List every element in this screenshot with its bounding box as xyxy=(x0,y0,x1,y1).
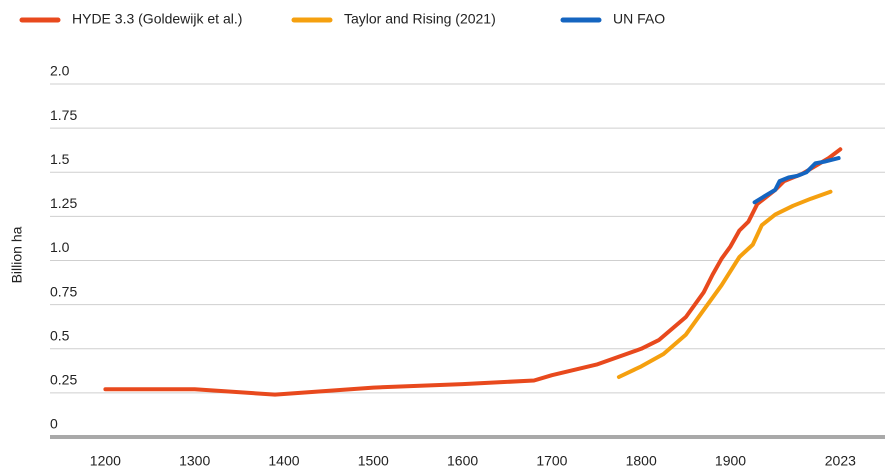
x-tick-label: 2023 xyxy=(825,453,856,469)
x-tick-label: 1300 xyxy=(179,453,210,469)
y-tick-label: 1.75 xyxy=(50,107,77,123)
y-tick-label: 1.5 xyxy=(50,151,70,167)
x-tick-label: 1700 xyxy=(536,453,567,469)
y-tick-label: 0.5 xyxy=(50,327,70,343)
x-tick-label: 1500 xyxy=(358,453,389,469)
series-line xyxy=(616,189,833,379)
x-tick-label: 1800 xyxy=(626,453,657,469)
x-tick-label: 1400 xyxy=(268,453,299,469)
x-tick-label: 1600 xyxy=(447,453,478,469)
legend-label: HYDE 3.3 (Goldewijk et al.) xyxy=(72,11,242,27)
x-tick-label: 1900 xyxy=(715,453,746,469)
y-tick-label: 1.25 xyxy=(50,195,77,211)
series-line xyxy=(752,156,841,205)
y-tick-label: 2.0 xyxy=(50,63,70,79)
y-tick-label: 0.25 xyxy=(50,372,77,388)
y-tick-label: 0.75 xyxy=(50,283,77,299)
y-tick-label: 1.0 xyxy=(50,239,70,255)
legend-label: UN FAO xyxy=(613,11,665,27)
x-tick-label: 1200 xyxy=(90,453,121,469)
legend-label: Taylor and Rising (2021) xyxy=(344,11,496,27)
y-axis-label: Billion ha xyxy=(9,226,25,283)
y-tick-label: 0 xyxy=(50,416,58,432)
